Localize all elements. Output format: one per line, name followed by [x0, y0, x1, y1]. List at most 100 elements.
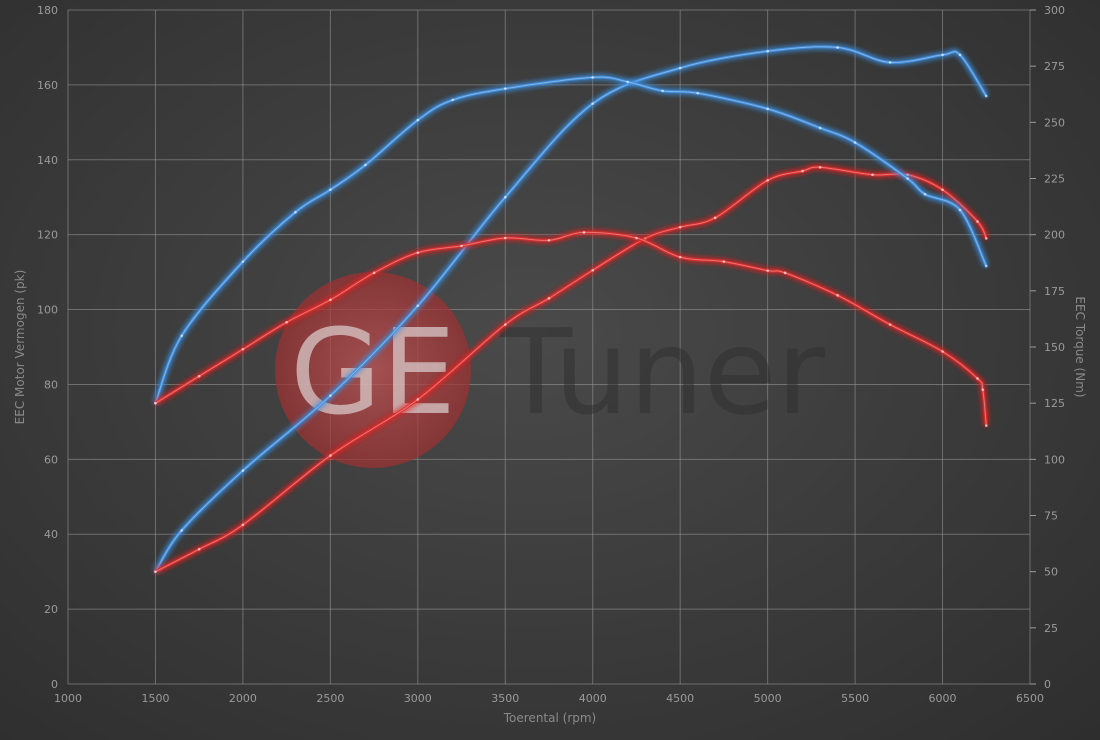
tuned-power-point: [958, 53, 962, 57]
stock-power-point: [329, 454, 332, 457]
watermark-logo: GE Tuner: [275, 272, 825, 468]
tuned-power-point: [180, 529, 183, 532]
tuned-torque-point: [329, 188, 332, 192]
left-tick-label: 40: [44, 528, 58, 541]
stock-torque-point: [241, 347, 245, 351]
x-axis-label: Toerental (rpm): [503, 711, 596, 725]
stock-torque-point: [154, 401, 157, 405]
stock-torque-point: [766, 269, 769, 272]
tuned-power-point: [503, 195, 507, 199]
stock-power-point: [818, 165, 822, 169]
stock-power-point: [197, 547, 201, 551]
left-tick-label: 100: [37, 304, 58, 317]
tuned-torque-point: [416, 118, 420, 122]
left-tick-label: 80: [44, 378, 58, 391]
logo-mark: GE: [290, 303, 456, 441]
x-tick-label: 4500: [666, 692, 694, 705]
right-tick-label: 0: [1044, 678, 1051, 691]
stock-torque-point: [582, 231, 586, 234]
left-axis-label: EEC Motor Vermogen (pk): [13, 270, 27, 425]
stock-torque-point: [372, 271, 376, 275]
stock-torque-point: [635, 236, 638, 240]
tuned-power-point: [591, 102, 595, 105]
tuned-torque-point: [923, 192, 927, 196]
stock-torque-highlight: [155, 231, 987, 426]
stock-power-point: [941, 188, 944, 192]
stock-power-highlight: [155, 166, 987, 573]
right-tick-label: 150: [1044, 341, 1065, 354]
stock-power-point: [241, 523, 245, 527]
x-tick-label: 5000: [754, 692, 782, 705]
left-tick-label: 20: [44, 603, 58, 616]
left-tick-label: 140: [37, 154, 58, 167]
stock-power-point: [591, 268, 595, 272]
stock-torque-point: [503, 236, 507, 240]
x-tick-label: 3500: [491, 692, 519, 705]
tuned-power-point: [888, 61, 892, 64]
tuned-power-point: [766, 49, 769, 53]
stock-torque-point: [285, 320, 288, 324]
stock-torque-point: [547, 238, 551, 242]
x-tick-label: 3000: [404, 692, 432, 705]
left-tick-label: 160: [37, 79, 58, 92]
tuned-torque-point: [984, 264, 988, 268]
right-tick-label: 50: [1044, 566, 1058, 579]
tuned-torque-point: [294, 210, 297, 214]
x-tick-label: 1000: [54, 692, 82, 705]
tuned-power-point: [416, 304, 420, 308]
tuned-power-point: [329, 394, 332, 397]
stock-power-point: [766, 179, 769, 182]
stock-torque-point: [981, 388, 985, 391]
tuned-torque-point: [364, 163, 367, 167]
stock-power-point: [871, 173, 874, 177]
left-tick-label: 60: [44, 453, 58, 466]
right-tick-label: 300: [1044, 4, 1065, 17]
stock-torque-point: [836, 294, 839, 297]
stock-torque-point: [678, 255, 682, 259]
x-tick-label: 6500: [1016, 692, 1044, 705]
stock-torque-point: [941, 350, 944, 353]
right-tick-label: 200: [1044, 229, 1065, 242]
stock-power-point: [801, 169, 804, 173]
left-tick-label: 0: [51, 678, 58, 691]
right-tick-label: 100: [1044, 453, 1065, 466]
series-lines: [154, 45, 988, 574]
tuned-torque-point: [696, 91, 699, 95]
stock-power-point: [643, 237, 647, 240]
tuned-power-point: [984, 94, 988, 98]
tuned-torque-point: [853, 141, 857, 144]
x-tick-label: 2500: [316, 692, 344, 705]
right-axis-label: EEC Torque (Nm): [1073, 296, 1087, 397]
logo-word: Tuner: [499, 303, 825, 441]
x-tick-label: 2000: [229, 692, 257, 705]
tuned-power-point: [241, 469, 245, 472]
left-tick-label: 180: [37, 4, 58, 17]
stock-power-point: [547, 297, 551, 300]
stock-torque-point: [329, 298, 332, 302]
x-tick-label: 4000: [579, 692, 607, 705]
tuned-torque-point: [818, 126, 822, 130]
right-tick-label: 175: [1044, 285, 1065, 298]
right-tick-label: 75: [1044, 510, 1058, 523]
stock-power-point: [503, 323, 507, 326]
stock-power-point: [984, 237, 988, 240]
x-tick-label: 5500: [841, 692, 869, 705]
stock-power-line: [154, 165, 988, 574]
right-tick-label: 275: [1044, 60, 1065, 73]
tuned-torque-point: [661, 89, 664, 93]
right-tick-label: 250: [1044, 116, 1065, 129]
stock-power-point: [678, 225, 682, 229]
tuned-torque-point: [958, 208, 962, 212]
right-tick-label: 225: [1044, 173, 1065, 186]
stock-torque-point: [888, 323, 892, 326]
right-tick-label: 125: [1044, 397, 1065, 410]
stock-torque-point: [197, 374, 201, 378]
tuned-torque-point: [451, 98, 455, 102]
stock-power-point: [713, 216, 717, 220]
grid: [67, 9, 1036, 685]
left-tick-label: 120: [37, 229, 58, 242]
tuned-torque-point: [906, 177, 909, 180]
stock-power-point: [976, 220, 979, 223]
